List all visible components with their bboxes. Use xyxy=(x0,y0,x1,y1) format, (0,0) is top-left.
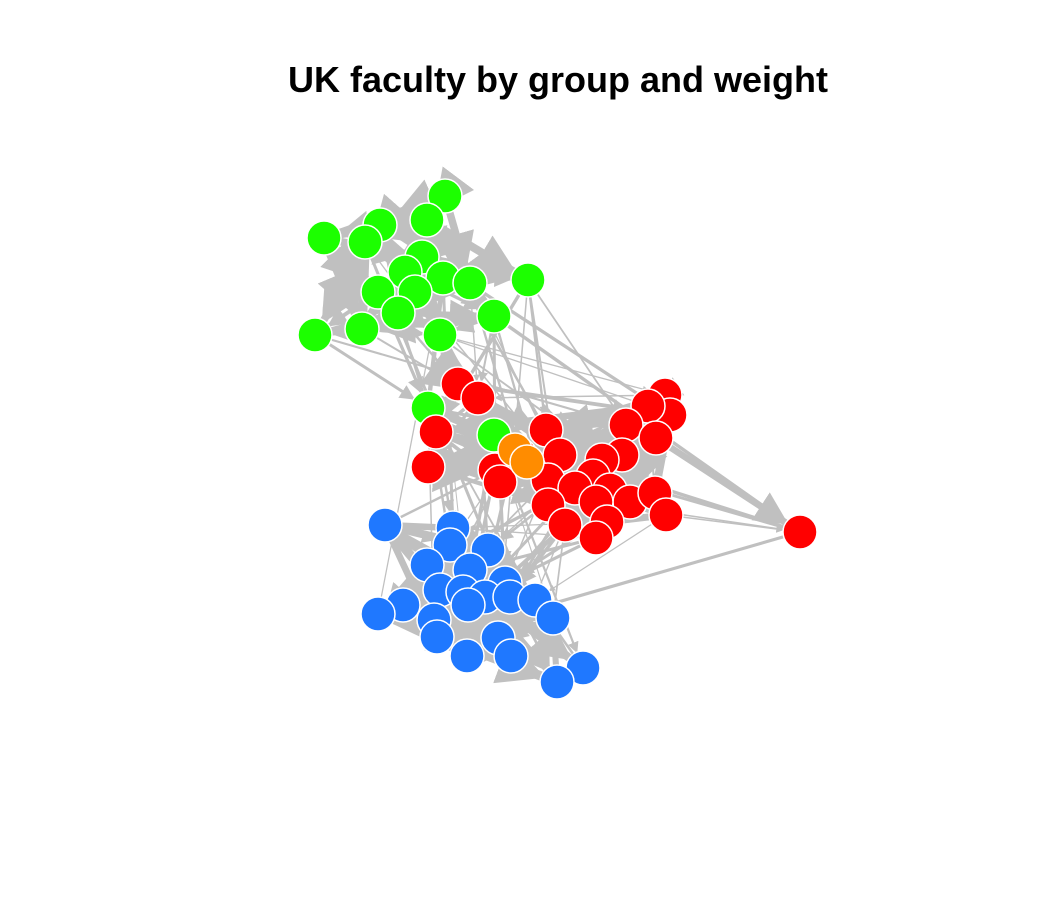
network-node-green xyxy=(422,317,458,353)
network-node-green xyxy=(452,265,488,301)
network-edge xyxy=(548,514,667,592)
network-node-green xyxy=(380,295,416,331)
diagram-title: UK faculty by group and weight xyxy=(287,59,829,100)
network-node-green xyxy=(306,220,342,256)
network-edge xyxy=(439,334,633,402)
network-node-green xyxy=(409,202,445,238)
network-node-green xyxy=(297,317,333,353)
network-node-red xyxy=(410,449,446,485)
network-node-red xyxy=(418,414,454,450)
network-node-blue xyxy=(535,600,571,636)
network-node-blue xyxy=(432,527,468,563)
network-edge xyxy=(469,521,608,531)
network-node-blue xyxy=(449,638,485,674)
network-node-blue xyxy=(419,619,455,655)
network-node-red xyxy=(638,420,674,456)
network-node-red xyxy=(608,407,644,443)
network-node-green xyxy=(510,262,546,298)
network-node-red xyxy=(578,520,614,556)
network-edge xyxy=(652,434,790,527)
network-edge xyxy=(439,334,650,393)
network-node-red xyxy=(482,464,518,500)
network-node-blue xyxy=(539,664,575,700)
network-node-green xyxy=(344,311,380,347)
network-edge xyxy=(527,279,547,414)
network-node-green xyxy=(427,178,463,214)
network-node-green xyxy=(347,224,383,260)
network-node-blue xyxy=(450,587,486,623)
network-node-red xyxy=(782,514,818,550)
network-node-blue xyxy=(493,638,529,674)
network-node-red xyxy=(460,380,496,416)
network-edge xyxy=(527,279,618,412)
network-node-orange xyxy=(509,444,545,480)
network-edge xyxy=(313,333,416,401)
network-node-blue xyxy=(367,507,403,543)
network-node-blue xyxy=(360,596,396,632)
network-node-green xyxy=(476,298,512,334)
network-node-red xyxy=(547,507,583,543)
nodes-layer xyxy=(297,178,818,700)
network-node-red xyxy=(648,497,684,533)
